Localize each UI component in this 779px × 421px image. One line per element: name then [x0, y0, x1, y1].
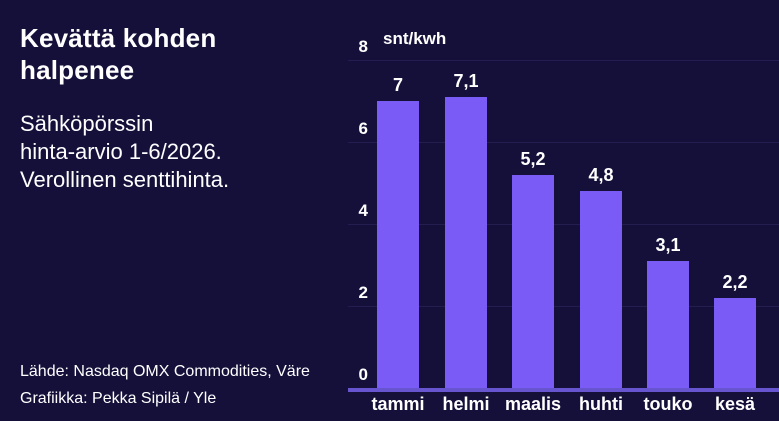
y-tick-label: 6: [358, 119, 368, 138]
bar-value-label: 7,1: [453, 70, 479, 91]
grid-line: [348, 224, 779, 225]
grid-line: [348, 142, 779, 143]
grid-line: [348, 306, 779, 307]
bar-value-label: 5,2: [520, 148, 546, 169]
bar: [445, 96, 487, 388]
bar: [580, 191, 622, 388]
y-tick-label: 8: [358, 37, 368, 56]
source-block: Lähde: Nasdaq OMX Commodities, Väre Graf…: [20, 358, 310, 412]
bar: [647, 260, 689, 388]
chart-title: Kevättä kohden halpenee: [20, 23, 217, 85]
bar-value-label: 2,2: [722, 271, 748, 292]
y-axis-unit-label: snt/kwh: [383, 29, 447, 48]
y-tick-label: 0: [358, 365, 368, 384]
x-tick-label: maalis: [504, 394, 562, 414]
bar-value-label: 4,8: [588, 165, 614, 186]
bar-value-label: 3,1: [655, 234, 681, 255]
bar: [512, 174, 554, 388]
x-axis-line: [348, 388, 779, 392]
credit-line: Grafiikka: Pekka Sipilä / Yle: [20, 390, 217, 407]
bar: [714, 297, 756, 388]
bar-value-label: 7: [392, 75, 403, 95]
y-tick-label: 4: [358, 201, 368, 220]
x-tick-label: huhti: [579, 394, 623, 414]
grid-line: [348, 60, 779, 61]
bar: [377, 101, 419, 388]
chart-subtitle: Sähköpörssin hinta-arvio 1-6/2026. Verol…: [20, 111, 230, 192]
x-tick-label: helmi: [442, 394, 490, 414]
x-tick-label: kesä: [714, 394, 756, 414]
x-tick-label: touko: [643, 394, 693, 414]
source-line: Lähde: Nasdaq OMX Commodities, Väre: [20, 363, 310, 380]
x-tick-label: tammi: [371, 394, 425, 414]
y-tick-label: 2: [358, 283, 368, 302]
